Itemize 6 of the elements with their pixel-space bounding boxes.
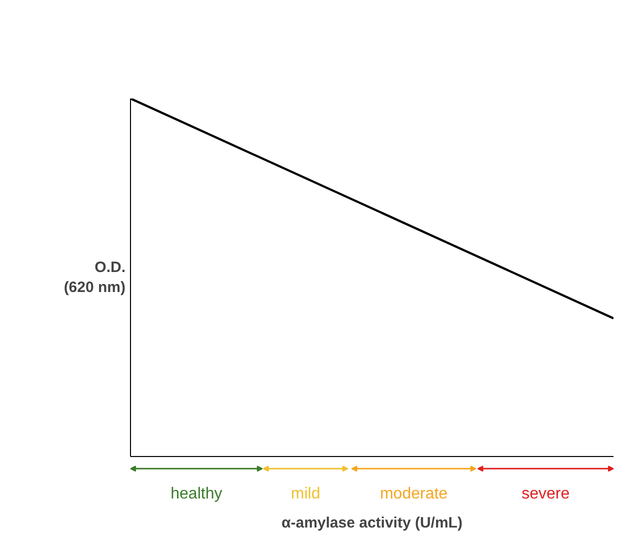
text: healthy [170, 486, 222, 503]
y-axis-title: O.D. (620 nm) [64, 258, 126, 296]
text: severe [522, 486, 570, 503]
text: mild [290, 486, 320, 503]
text: moderate [380, 486, 448, 503]
x-axis-title: α-amylase activity (U/mL) [282, 514, 462, 532]
